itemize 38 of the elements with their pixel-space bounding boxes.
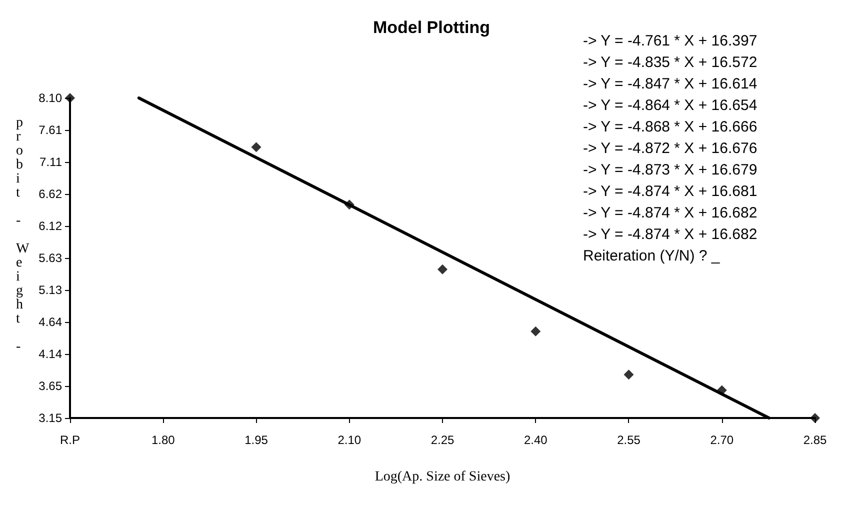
x-tick-label: 2.85 [803, 433, 827, 447]
x-tick-label: 2.55 [617, 433, 641, 447]
y-tick-label: 5.63 [38, 251, 62, 265]
x-axis-title: Log(Ap. Size of Sieves) [374, 470, 510, 484]
y-tick-label: 4.64 [38, 315, 62, 329]
annotation: -> Y = -4.874 * X + 16.682 [583, 226, 758, 243]
text: probit - Weight - [16, 116, 30, 354]
y-tick-label: 7.61 [38, 123, 62, 137]
y-tick-label: 3.15 [38, 411, 62, 425]
y-tick-label: 8.10 [38, 91, 62, 105]
point [438, 264, 448, 274]
y-tick-label: 6.62 [38, 187, 62, 201]
x-tick-label: R.P [60, 433, 80, 447]
annotation: Reiteration (Y/N) ? _ [583, 247, 720, 264]
text: -> Y = -4.847 * X + 16.614 [583, 75, 758, 92]
y-tick-label: 5.13 [38, 283, 62, 297]
x-tick-label: 1.80 [151, 433, 176, 447]
x-tick-label: 2.70 [710, 433, 734, 447]
text: -> Y = -4.761 * X + 16.397 [583, 32, 758, 50]
point [624, 370, 634, 380]
point [530, 326, 541, 336]
y-tick-label: 7.11 [40, 155, 62, 169]
annotation: -> Y = -4.874 * X + 16.682 [583, 204, 758, 222]
annotation: -> Y = -4.874 * X + 16.681 [583, 182, 758, 200]
annotation: -> Y = -4.868 * X + 16.666 [583, 118, 758, 136]
y-tick-label: 3.65 [38, 379, 62, 393]
annotation: -> Y = -4.873 * X + 16.679 [583, 161, 758, 178]
y-tick-label: 4.14 [38, 347, 62, 361]
y-tick-label: 6.12 [38, 219, 62, 233]
x-tick-label: 2.10 [338, 433, 362, 447]
point [251, 142, 262, 152]
annotation: -> Y = -4.864 * X + 16.654 [583, 96, 758, 114]
annotation: -> Y = -4.872 * X + 16.676 [583, 140, 758, 157]
chart-title: Model Plotting [372, 18, 490, 37]
text: -> Y = -4.835 * X + 16.572 [583, 54, 758, 71]
x-tick-label: 2.25 [430, 433, 454, 447]
x-tick-label: 2.40 [524, 433, 548, 447]
x-tick-label: 1.95 [244, 433, 268, 447]
